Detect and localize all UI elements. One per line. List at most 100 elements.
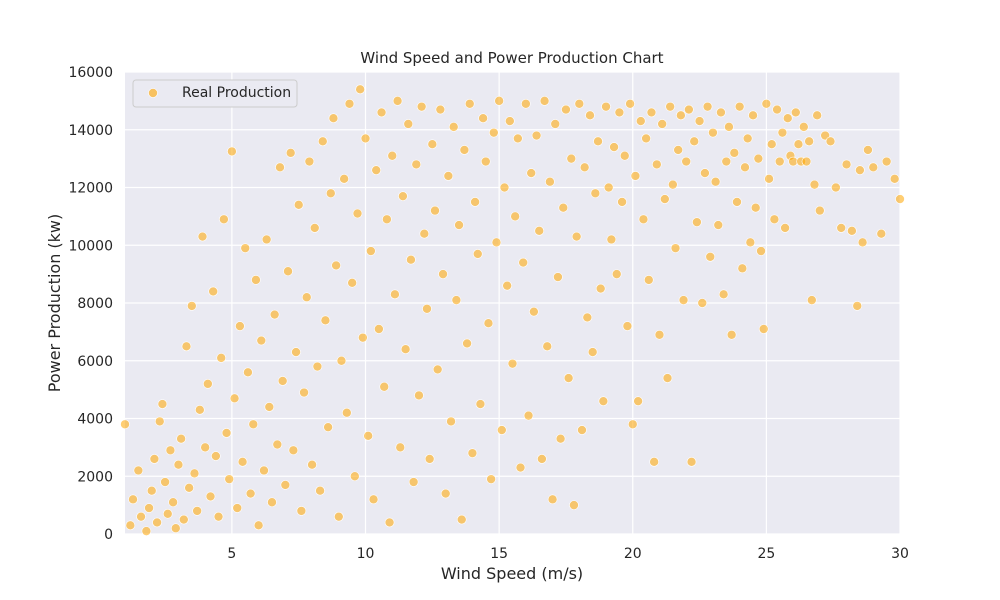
data-point [283,266,293,277]
data-point [523,410,534,421]
data-point [547,494,558,505]
data-point [561,104,571,115]
data-point [595,283,606,294]
data-point [280,480,291,490]
y-tick-label: 8000 [77,296,113,312]
data-point [582,312,593,323]
data-point [836,223,847,233]
data-point [464,98,475,109]
data-point [200,442,210,453]
data-point [229,393,240,404]
data-point [812,110,822,121]
legend-box [132,79,298,108]
data-point [697,298,708,308]
data-point [403,119,414,129]
data-point [486,474,496,484]
data-point [515,462,526,473]
data-point [689,136,700,147]
data-point [293,200,304,210]
data-point [176,433,186,444]
x-tick-label: 20 [624,546,642,562]
data-point [780,223,790,233]
data-point [427,139,438,149]
data-point [550,119,561,129]
data-point [764,174,774,184]
data-point [740,162,750,173]
data-point [331,260,341,271]
data-point [272,439,283,450]
data-point [467,448,478,458]
data-point [617,197,627,207]
data-point [566,153,577,164]
data-point [825,136,836,147]
data-point [622,321,633,331]
data-point [494,96,504,106]
data-point [852,301,863,311]
data-point [662,373,673,383]
data-point [881,156,892,167]
data-point [187,301,197,311]
data-point [585,110,595,121]
data-point [451,295,462,305]
data-point [398,191,408,201]
data-point [205,491,216,502]
data-point [609,142,619,152]
data-point [633,396,643,406]
data-point [593,136,603,147]
data-point [732,197,742,207]
data-point [488,127,499,138]
scatter-points [120,84,905,536]
data-point [804,136,814,147]
data-point [507,358,518,369]
data-point [558,202,569,213]
data-point [555,433,566,444]
data-point [801,156,812,167]
data-point [606,234,617,245]
data-point [342,407,352,418]
data-point [291,347,301,357]
data-point [240,243,251,253]
data-point [742,133,753,144]
data-point [363,431,373,441]
data-point [753,153,764,164]
data-point [178,514,189,525]
data-point [208,286,218,297]
data-point [895,194,905,204]
data-point [440,488,451,499]
data-point [448,122,459,132]
data-point [317,136,328,147]
data-point [152,517,162,528]
data-point [416,101,427,112]
data-point [475,399,486,409]
data-point [149,454,160,464]
data-point [157,399,168,409]
data-point [213,511,224,522]
data-point [456,514,467,525]
data-point [587,347,598,357]
data-point [454,220,464,230]
data-point [411,159,422,170]
data-point [692,217,702,227]
data-point [660,194,670,204]
data-point [312,361,323,372]
data-point [432,364,443,375]
data-point [462,338,472,349]
data-point [657,119,667,129]
y-tick-label: 10000 [68,238,113,254]
data-point [641,133,651,144]
data-point [446,416,456,427]
data-point [350,471,360,482]
data-point [120,419,130,430]
data-point [165,445,176,456]
data-point [499,182,510,193]
data-point [400,344,411,355]
data-point [285,148,296,158]
data-point [128,494,138,505]
data-point [652,159,662,170]
data-point [855,165,865,175]
x-tick-label: 10 [357,546,375,562]
data-point [630,171,641,181]
data-point [277,376,288,386]
data-point [315,485,325,496]
data-point [694,116,705,126]
